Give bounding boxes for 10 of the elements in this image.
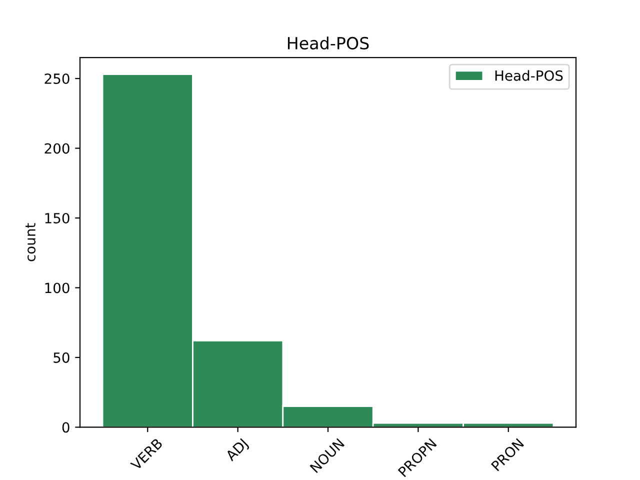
y-tick-label: 100 [45,282,70,294]
y-tick-label: 150 [45,212,70,224]
legend-label: Head-POS [495,70,563,81]
y-tick-label: 250 [44,73,70,84]
y-tick-label: 50 [54,352,70,363]
y-axis-title: count [26,223,36,262]
y-tick-label: 200 [44,143,70,154]
chart-title: Head-POS [288,36,369,50]
x-tick-label: ADJ [224,438,250,464]
y-tick-label: 0 [62,422,70,433]
